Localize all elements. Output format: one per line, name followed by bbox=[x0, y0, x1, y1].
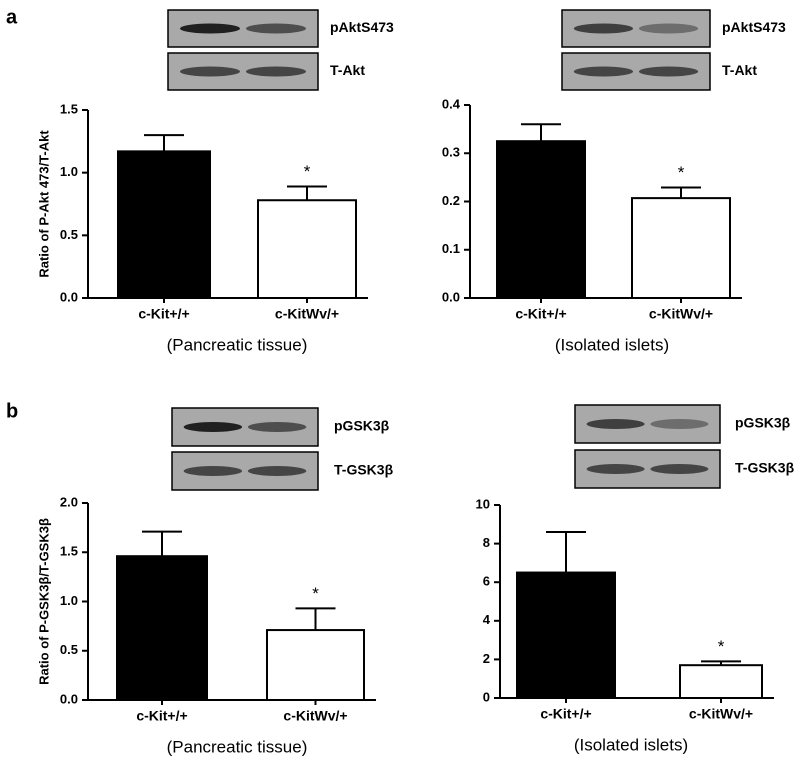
y-axis-label: Ratio of P-GSK3β/T-GSK3β bbox=[36, 518, 51, 685]
blot-band bbox=[180, 23, 240, 34]
blot-label: T-Akt bbox=[330, 62, 365, 78]
significance-mark: * bbox=[312, 584, 319, 603]
blot-label: T-GSK3β bbox=[334, 462, 394, 478]
y-tick-label: 0.3 bbox=[442, 145, 460, 160]
blot-label: T-Akt bbox=[722, 62, 757, 78]
bar bbox=[496, 140, 586, 299]
y-tick-label: 0.4 bbox=[442, 96, 461, 111]
x-tick-label: c-Kit+/+ bbox=[136, 708, 187, 724]
y-tick-label: 1.5 bbox=[60, 544, 78, 559]
blot-band bbox=[638, 66, 699, 77]
y-tick-label: 0.1 bbox=[442, 241, 460, 256]
y-tick-label: 0 bbox=[483, 689, 490, 704]
y-tick-label: 4 bbox=[483, 612, 491, 627]
bar bbox=[116, 555, 208, 701]
blot-band bbox=[246, 23, 306, 34]
panel-label: b bbox=[6, 400, 18, 422]
blot-label: T-GSK3β bbox=[735, 460, 795, 476]
x-tick-label: c-Kit+/+ bbox=[138, 306, 189, 322]
x-axis-label: (Pancreatic tissue) bbox=[167, 737, 308, 756]
blot-band bbox=[650, 464, 709, 474]
y-tick-label: 2 bbox=[483, 651, 490, 666]
significance-mark: * bbox=[718, 637, 725, 656]
blot-band bbox=[573, 66, 634, 77]
x-axis-label: (Isolated islets) bbox=[555, 335, 669, 354]
bar bbox=[257, 199, 357, 300]
y-tick-label: 0.5 bbox=[60, 227, 78, 242]
bar bbox=[679, 664, 763, 700]
y-tick-label: 0.5 bbox=[60, 642, 78, 657]
significance-mark: * bbox=[678, 163, 685, 182]
blot-band bbox=[586, 419, 645, 429]
bar bbox=[631, 197, 731, 299]
bar bbox=[117, 150, 211, 299]
y-axis-label: Ratio of P-Akt 473/T-Akt bbox=[36, 130, 51, 278]
y-tick-label: 0.2 bbox=[442, 193, 460, 208]
x-tick-label: c-KitWv/+ bbox=[649, 306, 713, 322]
x-tick-label: c-KitWv/+ bbox=[689, 706, 753, 722]
x-tick-label: c-Kit+/+ bbox=[540, 706, 591, 722]
blot-band bbox=[247, 422, 307, 432]
y-tick-label: 10 bbox=[476, 496, 490, 511]
x-axis-label: (Pancreatic tissue) bbox=[167, 335, 308, 354]
bar bbox=[516, 571, 616, 699]
y-tick-label: 0.0 bbox=[442, 289, 460, 304]
y-tick-label: 6 bbox=[483, 574, 490, 589]
x-tick-label: c-KitWv/+ bbox=[275, 306, 339, 322]
bar bbox=[266, 629, 365, 701]
blot-label: pGSK3β bbox=[334, 418, 390, 434]
panel-label: a bbox=[6, 6, 18, 28]
blot-band bbox=[650, 419, 709, 429]
y-tick-label: 1.0 bbox=[60, 593, 78, 608]
significance-mark: * bbox=[304, 162, 311, 181]
blot-band bbox=[573, 23, 634, 34]
blot-band bbox=[586, 464, 645, 474]
y-tick-label: 2.0 bbox=[60, 494, 78, 509]
y-tick-label: 1.5 bbox=[60, 101, 78, 116]
blot-band bbox=[638, 23, 699, 34]
y-tick-label: 0.0 bbox=[60, 289, 78, 304]
y-tick-label: 0.0 bbox=[60, 691, 78, 706]
blot-band bbox=[180, 66, 240, 77]
y-tick-label: 1.0 bbox=[60, 164, 78, 179]
blot-band bbox=[183, 466, 243, 476]
blot-band bbox=[183, 422, 243, 432]
x-tick-label: c-Kit+/+ bbox=[515, 306, 566, 322]
blot-band bbox=[247, 466, 307, 476]
blot-label: pAktS473 bbox=[330, 19, 394, 35]
x-tick-label: c-KitWv/+ bbox=[283, 708, 347, 724]
blot-band bbox=[246, 66, 306, 77]
y-tick-label: 8 bbox=[483, 535, 490, 550]
blot-label: pGSK3β bbox=[735, 415, 791, 431]
blot-label: pAktS473 bbox=[722, 19, 786, 35]
x-axis-label: (Isolated islets) bbox=[574, 735, 688, 754]
